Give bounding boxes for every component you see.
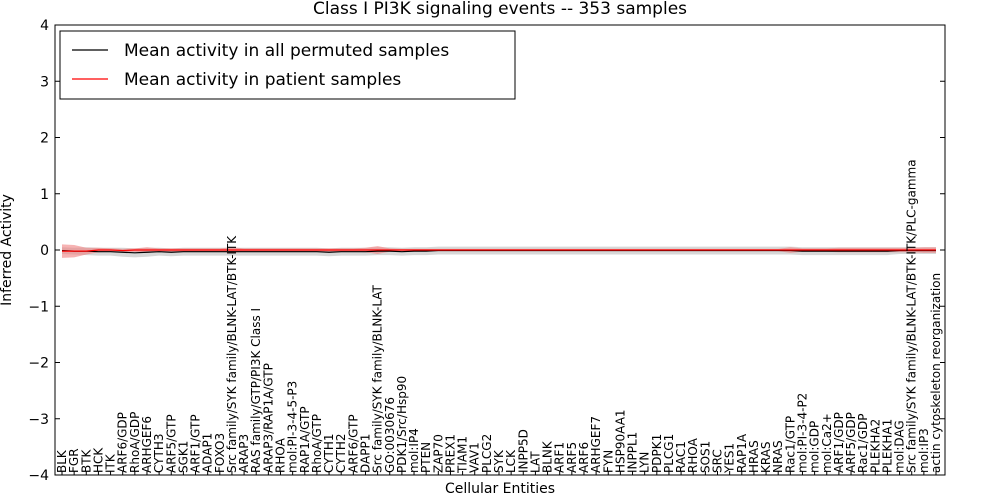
x-tick-label: ARF6/GDP — [116, 412, 130, 473]
x-tick-label: RAP1A/GTP — [298, 406, 312, 473]
x-tick-label: TIAM1 — [456, 436, 470, 474]
y-tick-label: 1 — [40, 187, 49, 203]
y-tick-label: 3 — [40, 74, 49, 90]
y-tick-label: −2 — [28, 356, 49, 372]
x-tick-label: ARF1/GDP — [832, 412, 846, 473]
x-tick-label: RhoA/GTP — [310, 414, 324, 473]
x-tick-label: PLCG1 — [662, 434, 676, 473]
x-tick-label: PLEKHA1 — [880, 419, 894, 473]
x-tick-label: PTEN — [419, 442, 433, 473]
y-tick-label: 2 — [40, 131, 49, 147]
x-tick-label: KRAS — [759, 441, 773, 473]
patient-line-layer — [62, 249, 936, 252]
x-tick-label: RHOA — [274, 437, 288, 473]
x-tick-label: Src family/SYK family/BLNK-LAT — [371, 284, 385, 473]
x-tick-label: RhoA/GDP — [128, 412, 142, 473]
x-tick-label: FGR — [67, 448, 81, 473]
x-tick-label: SGK1 — [176, 441, 190, 473]
x-tick-label: ARF1/GTP — [189, 414, 203, 473]
x-tick-label: RAS family/GTP/PI3K Class I — [249, 308, 263, 473]
x-tick-label: LAT — [528, 451, 542, 473]
y-tick-label: −3 — [28, 412, 49, 428]
x-tick-label: ARAP3/RAP1A/GTP — [261, 363, 275, 473]
x-tick-label: ARHGEF6 — [140, 416, 154, 473]
x-tick-label: BTK — [79, 448, 93, 473]
legend: Mean activity in all permuted samples Me… — [59, 30, 516, 100]
legend-frame — [59, 30, 516, 100]
x-tick-label: ARF6/GTP — [346, 414, 360, 473]
x-tick-label: VAV1 — [468, 442, 482, 473]
chart-title: Class I PI3K signaling events -- 353 sam… — [313, 0, 687, 19]
x-tick-label: SOS1 — [698, 441, 712, 473]
x-tick-label: FYN — [601, 450, 615, 473]
x-tick-label: Src family/SYK family/BLNK-LAT/BTK-ITK — [225, 235, 239, 473]
x-tick-label: RAC1 — [674, 441, 688, 473]
x-tick-label: mol:Ca2+ — [820, 413, 834, 473]
x-tick-label: ZAP70 — [431, 434, 445, 473]
y-axis: −4 −3 −2 −1 0 1 2 3 4 — [28, 18, 945, 484]
x-tick-label: CYTH2 — [334, 434, 348, 474]
x-tick-label: mol:IP3 — [917, 428, 931, 473]
x-tick-label: ARF5/GTP — [164, 414, 178, 473]
x-tick-label: actin cytoskeleton reorganization — [929, 273, 943, 473]
x-tick-label: Rac1/GTP — [783, 416, 797, 473]
x-tick-label: PLCG2 — [480, 434, 494, 473]
x-tick-label: Rac1/GDP — [856, 414, 870, 473]
x-tick-label: mol:GDP — [808, 421, 822, 473]
x-tick-label: ARF1 — [553, 442, 567, 473]
x-tick-label: PDK1/Src/Hsp90 — [395, 376, 409, 473]
y-tick-label: 4 — [40, 18, 49, 34]
x-tick-label: LYN — [638, 452, 652, 473]
x-tick-label: PLEKHA2 — [868, 419, 882, 473]
x-tick-label: LCK — [504, 449, 518, 473]
x-tick-label: ARF5 — [565, 442, 579, 473]
legend-label-permuted: Mean activity in all permuted samples — [124, 41, 449, 61]
x-tick-label: CYTH3 — [152, 434, 166, 474]
x-tick-label: YES1 — [723, 443, 737, 474]
x-tick-label: ARAP3 — [237, 434, 251, 473]
x-tick-label: PREX1 — [443, 434, 457, 473]
x-tick-label: DAPP1 — [358, 434, 372, 473]
legend-label-patient: Mean activity in patient samples — [124, 70, 401, 90]
x-tick-label: NRAS — [771, 440, 785, 473]
x-tick-label: ARHGEF7 — [589, 416, 603, 473]
y-tick-label: 0 — [40, 243, 49, 259]
x-axis: BLKFGRBTKHCKITKARF6/GDPRhoA/GDPARHGEF6CY… — [55, 159, 943, 475]
x-tick-label: INPPL1 — [626, 432, 640, 473]
x-tick-label: GO:0030676 — [383, 397, 397, 473]
x-tick-label: mol:DAG — [893, 420, 907, 473]
y-axis-label: Inferred Activity — [0, 194, 15, 306]
x-tick-label: CYTH1 — [322, 434, 336, 474]
x-tick-label: RAP1A — [735, 433, 749, 473]
x-tick-label: HCK — [91, 447, 105, 473]
x-tick-label: HRAS — [747, 440, 761, 473]
x-tick-label: BLNK — [541, 440, 555, 473]
x-tick-label: ARF6 — [577, 442, 591, 473]
x-tick-label: mol:IP4 — [407, 428, 421, 473]
x-tick-label: INPP5D — [516, 429, 530, 473]
x-tick-label: Src family/SYK family/BLNK-LAT/BTK-ITK/P… — [905, 159, 919, 473]
x-tick-label: PDPK1 — [650, 434, 664, 473]
x-tick-label: ITK — [104, 453, 118, 473]
x-tick-label: FOXO3 — [213, 433, 227, 473]
y-tick-label: −4 — [28, 468, 49, 484]
x-tick-label: HSP90AA1 — [613, 409, 627, 473]
x-tick-label: ARF5/GDP — [844, 412, 858, 473]
patient-series-line — [62, 249, 936, 252]
x-tick-label: ADAP1 — [201, 433, 215, 473]
y-tick-label: −1 — [28, 299, 49, 315]
x-tick-label: mol:PI-3-4-5-P3 — [286, 381, 300, 473]
x-tick-label: SRC — [711, 449, 725, 473]
x-axis-label: Cellular Entities — [445, 481, 555, 497]
x-tick-label: mol:PI-3-4-P2 — [795, 393, 809, 473]
x-tick-label: SYK — [492, 449, 506, 473]
x-tick-label: RHOA — [686, 437, 700, 473]
x-tick-label: BLK — [55, 449, 69, 473]
